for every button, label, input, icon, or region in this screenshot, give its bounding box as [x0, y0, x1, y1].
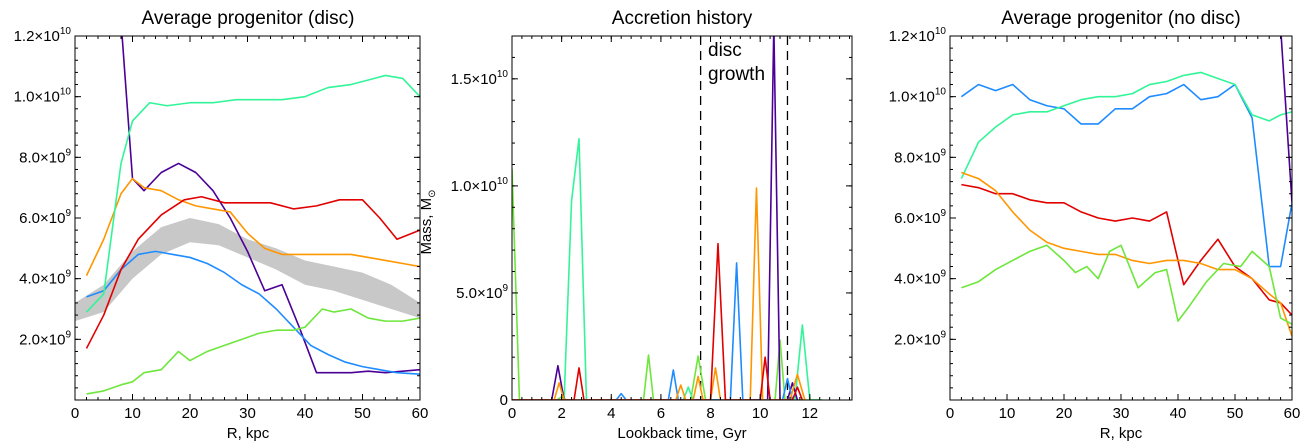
- y-tick-label: 1.5×1010: [451, 69, 509, 88]
- plot-area: [960, 36, 1292, 337]
- panel-title: Average progenitor (disc): [142, 8, 355, 29]
- panel-average-progenitor-no-disc: Average progenitor (no disc) R, kpc 0 10 2…: [889, 8, 1301, 441]
- y-tick-label: 1.2×1010: [889, 26, 947, 45]
- y-tick-label: 1.2×1010: [14, 26, 72, 45]
- x-tick-label: 60: [412, 405, 429, 422]
- x-tick-label: 10: [999, 405, 1016, 422]
- x-tick-label: 60: [1284, 405, 1301, 422]
- y-tick-label: 2.0×109: [19, 329, 71, 348]
- x-tick-label: 12: [801, 405, 818, 422]
- x-tick-label: 4: [607, 405, 615, 422]
- y-axis-label-subscript: ⊙: [427, 189, 438, 197]
- series-line-4: [961, 183, 1292, 316]
- x-tick-label: 6: [657, 405, 665, 422]
- series-line-5: [512, 187, 806, 400]
- series-line-1: [512, 168, 823, 400]
- annotation-disc: disc: [708, 40, 742, 61]
- y-tick-label: 6.0×109: [19, 208, 71, 227]
- plot-frame: [949, 35, 1293, 401]
- series-line-2: [86, 250, 420, 376]
- x-axis-label: Lookback time, Gyr: [617, 425, 746, 441]
- y-tick-label: 4.0×109: [19, 269, 71, 288]
- series-line-6: [86, 308, 420, 395]
- x-tick-label: 2: [557, 405, 565, 422]
- y-tick-label: 5.0×109: [456, 283, 508, 302]
- y-tick-label: 8.0×109: [894, 147, 946, 166]
- y-tick-label: 0: [500, 392, 508, 409]
- y-axis-label: Mass, M⊙: [418, 189, 438, 254]
- y-tick-label: 4.0×109: [894, 269, 946, 288]
- x-tick-label: 0: [71, 405, 79, 422]
- x-tick-label: 40: [297, 405, 314, 422]
- series-line-3: [85, 177, 420, 276]
- x-axis-label: R, kpc: [1100, 425, 1143, 441]
- x-tick-label: 10: [752, 405, 769, 422]
- y-axis-label-text: Mass, M: [418, 198, 435, 255]
- plot-area: [75, 36, 420, 395]
- x-tick-label: 30: [239, 405, 256, 422]
- plot-area: [512, 36, 823, 400]
- x-axis-label: R, kpc: [227, 425, 270, 441]
- x-tick-label: 10: [124, 405, 141, 422]
- series-line-6: [512, 242, 804, 400]
- series-line-5: [961, 171, 1292, 337]
- y-tick-label: 1.0×1010: [451, 176, 509, 195]
- series-line-3: [1280, 36, 1292, 203]
- y-tick-label: 1.0×1010: [889, 87, 947, 106]
- series-line-2: [512, 137, 823, 400]
- series-line-2: [960, 71, 1292, 179]
- x-tick-label: 8: [706, 405, 714, 422]
- x-tick-label: 40: [1170, 405, 1187, 422]
- x-tick-label: 50: [354, 405, 371, 422]
- panel-title: Average progenitor (no disc): [1001, 8, 1240, 29]
- series-line-1: [960, 83, 1292, 268]
- panel-average-progenitor-disc: Average progenitor (disc) R, kpc 0 10 20 30…: [14, 8, 429, 441]
- series-line-6: [961, 244, 1292, 325]
- series-line-5: [85, 74, 420, 313]
- x-tick-label: 0: [508, 405, 516, 422]
- panel-title: Accretion history: [612, 8, 753, 29]
- y-tick-label: 8.0×109: [19, 147, 71, 166]
- y-tick-label: 6.0×109: [894, 208, 946, 227]
- plot-frame: [511, 35, 853, 401]
- x-tick-label: 50: [1227, 405, 1244, 422]
- annotation-growth: growth: [708, 64, 765, 85]
- panel-accretion-history: Accretion history Lookback time, Gyr Mas…: [418, 8, 853, 441]
- scatter-band: [75, 218, 420, 322]
- series-line-4: [512, 262, 794, 400]
- series-line-4: [85, 195, 420, 349]
- y-tick-label: 1.0×1010: [14, 87, 72, 106]
- y-tick-label: 2.0×109: [894, 329, 946, 348]
- x-tick-label: 20: [182, 405, 199, 422]
- x-tick-label: 20: [1056, 405, 1073, 422]
- x-tick-label: 0: [946, 405, 954, 422]
- series-line-1: [121, 36, 420, 374]
- x-tick-label: 30: [1113, 405, 1130, 422]
